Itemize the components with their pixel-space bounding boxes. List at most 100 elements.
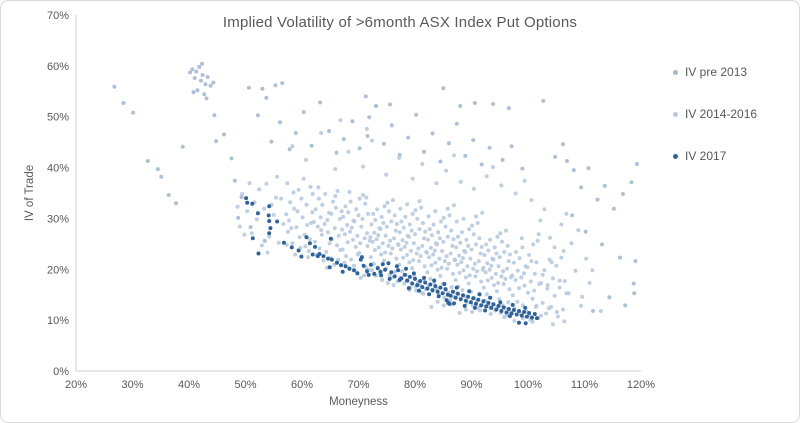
data-point xyxy=(444,254,449,259)
data-point xyxy=(450,243,455,248)
data-point xyxy=(363,201,368,206)
data-point xyxy=(379,214,384,219)
y-tick-label: 70% xyxy=(47,10,69,22)
data-point xyxy=(326,256,330,261)
data-point xyxy=(409,228,414,233)
data-point xyxy=(557,285,562,290)
legend-item-iv-pre-2013[interactable]: IV pre 2013 xyxy=(673,65,757,79)
data-point xyxy=(432,248,437,253)
data-point xyxy=(273,83,278,88)
data-point xyxy=(512,318,517,323)
data-point xyxy=(445,206,450,211)
data-point xyxy=(471,186,476,191)
data-point xyxy=(517,309,521,313)
data-point xyxy=(466,243,471,248)
data-point xyxy=(546,306,551,311)
data-point xyxy=(542,268,547,273)
data-point xyxy=(602,183,607,188)
data-point xyxy=(470,223,475,228)
y-tick-label: 40% xyxy=(47,163,69,175)
data-point xyxy=(431,252,436,257)
data-point xyxy=(333,194,338,199)
data-point xyxy=(319,228,324,233)
data-point xyxy=(457,253,462,258)
data-point xyxy=(267,231,272,236)
data-point xyxy=(341,137,346,142)
data-point xyxy=(421,291,426,296)
data-point xyxy=(434,181,439,186)
data-point xyxy=(355,271,360,276)
data-point xyxy=(396,242,401,247)
data-point xyxy=(431,222,436,227)
data-point xyxy=(365,126,369,131)
legend-marker-icon xyxy=(673,153,678,159)
data-point xyxy=(389,123,394,128)
data-point xyxy=(491,165,495,170)
data-point xyxy=(333,167,338,172)
data-point xyxy=(334,150,339,155)
data-point xyxy=(474,301,478,306)
data-point xyxy=(457,270,462,275)
data-point xyxy=(503,276,508,281)
data-point xyxy=(478,308,482,313)
x-tick-label: 110% xyxy=(571,379,599,391)
data-point xyxy=(362,273,367,278)
data-point xyxy=(296,248,301,253)
data-point xyxy=(438,159,443,164)
data-point xyxy=(530,296,535,301)
data-point xyxy=(541,98,546,103)
data-point xyxy=(255,113,260,118)
legend-item-iv-2014-2016[interactable]: IV 2014-2016 xyxy=(673,107,757,121)
data-point xyxy=(428,245,433,250)
data-point xyxy=(511,308,516,312)
data-point xyxy=(440,291,445,296)
chart-title: Implied Volatility of >6month ASX Index … xyxy=(222,14,578,31)
data-point xyxy=(280,81,285,86)
data-point xyxy=(552,245,557,250)
legend-item-iv-2017[interactable]: IV 2017 xyxy=(673,149,757,163)
data-point xyxy=(441,239,446,244)
data-point xyxy=(239,195,244,200)
data-point xyxy=(591,309,595,313)
data-point xyxy=(463,250,468,254)
data-point xyxy=(271,212,276,217)
data-point xyxy=(284,242,289,247)
data-point xyxy=(500,157,505,162)
data-point xyxy=(378,269,383,274)
data-point xyxy=(406,135,411,140)
data-point xyxy=(353,244,358,249)
data-point xyxy=(540,272,545,277)
data-point xyxy=(426,237,430,242)
data-point xyxy=(404,266,408,271)
data-point xyxy=(454,121,459,126)
data-point xyxy=(478,251,483,256)
data-point xyxy=(385,281,390,285)
legend-label: IV pre 2013 xyxy=(685,65,748,79)
data-point xyxy=(402,272,407,277)
data-point xyxy=(197,64,202,69)
data-point xyxy=(342,232,347,237)
data-point xyxy=(368,255,373,260)
data-point xyxy=(520,166,525,171)
data-point xyxy=(479,279,484,284)
data-point xyxy=(492,283,497,288)
data-point xyxy=(430,288,435,293)
data-point xyxy=(600,242,604,247)
data-point xyxy=(440,249,445,253)
data-point xyxy=(332,262,337,267)
data-point xyxy=(513,191,518,196)
data-point xyxy=(530,315,534,320)
data-point xyxy=(506,300,511,305)
data-point xyxy=(428,276,433,281)
data-point xyxy=(565,159,569,163)
data-point xyxy=(451,237,456,242)
data-point xyxy=(481,265,486,270)
y-tick-label: 30% xyxy=(47,213,69,225)
data-point xyxy=(494,251,499,256)
data-point xyxy=(422,149,426,154)
data-point xyxy=(443,287,448,292)
data-point xyxy=(461,293,465,298)
data-point xyxy=(420,285,425,290)
data-point xyxy=(372,248,377,252)
data-point xyxy=(352,268,356,273)
